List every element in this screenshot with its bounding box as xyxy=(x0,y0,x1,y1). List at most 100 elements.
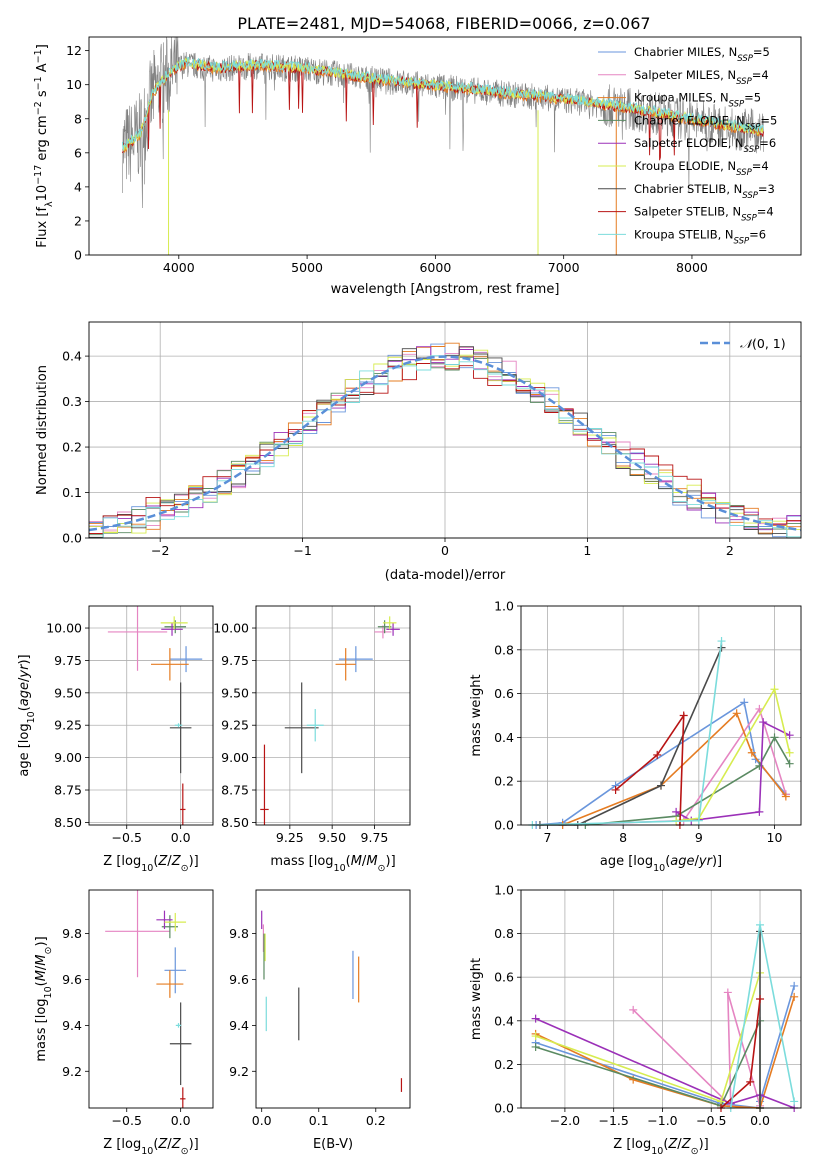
label-part: age [log xyxy=(600,854,653,869)
legend-label-sub: SSP xyxy=(744,145,760,155)
x-tick-label: 4000 xyxy=(163,260,195,275)
legend-label-suffix: =3 xyxy=(758,182,775,196)
x-axis-label: mass [log10(M/M⊙)] xyxy=(270,854,395,874)
legend-label-main: Kroupa MILES, N xyxy=(634,91,729,105)
label-part: mass [log xyxy=(34,998,49,1061)
label-part: E(B-V) xyxy=(313,1137,353,1152)
label-part: −1 xyxy=(33,49,44,63)
x-tick-label: 0.0 xyxy=(171,1113,191,1128)
x-tick-label: 9.75 xyxy=(361,830,389,845)
x-tick-label: 8 xyxy=(619,830,627,845)
y-tick-label: 10.00 xyxy=(213,621,249,636)
x-axis-label: wavelength [Angstrom, rest frame] xyxy=(331,282,560,297)
x-axis-label: Z [log10(Z/Z⊙)] xyxy=(103,854,198,874)
label-part: M xyxy=(366,854,377,869)
y-tick-label: 8 xyxy=(74,111,82,126)
y-tick-label: 9.75 xyxy=(54,653,82,668)
axes-frame xyxy=(88,321,802,539)
legend-label-suffix: =4 xyxy=(752,68,769,82)
y-tick-label: 9.4 xyxy=(229,1018,249,1033)
legend-label-main: Chabrier ELODIE, N xyxy=(634,113,745,127)
y-axis-label: Normed distribution xyxy=(35,365,50,495)
y-tick-label: 8.50 xyxy=(221,815,249,830)
weight-marker xyxy=(770,685,779,694)
label-part: yr xyxy=(17,663,32,679)
weight-line xyxy=(676,687,791,822)
label-part: ⊙ xyxy=(43,946,54,954)
weight-line xyxy=(615,712,685,826)
legend-label-sub: SSP xyxy=(745,122,761,132)
y-tick-label: 0.2 xyxy=(494,1057,514,1072)
y-tick-label: 9.00 xyxy=(54,750,82,765)
weight-marker xyxy=(781,792,790,801)
weight-marker xyxy=(756,995,765,1003)
label-part: M xyxy=(34,954,49,965)
y-tick-label: 0.0 xyxy=(494,818,514,833)
weight-line xyxy=(532,640,723,826)
label-part: )] xyxy=(712,854,722,869)
label-part: )] xyxy=(699,1137,709,1152)
legend-label-suffix: =5 xyxy=(760,113,777,127)
x-tick-label: 1 xyxy=(583,543,591,558)
mass-weight-vs-Z-panel: −2.0 −1.5 −1.0 −0.5 0.0 0.0 0.2 0.4 0.6 0.8 1.0 Z [… xyxy=(469,883,802,1157)
weight-marker xyxy=(732,709,741,718)
x-tick-label: 9.50 xyxy=(318,830,346,845)
x-tick-label: 0.0 xyxy=(252,1113,272,1128)
label-part: 10 xyxy=(43,986,54,998)
x-tick-label: 0.2 xyxy=(366,1113,386,1128)
label-part: −1 xyxy=(33,76,44,90)
y-tick-label: 0.4 xyxy=(494,730,514,745)
y-tick-label: 0.3 xyxy=(62,394,82,409)
label-part: ( xyxy=(346,854,351,869)
weight-marker xyxy=(694,816,703,825)
label-part: / xyxy=(34,965,49,970)
weight-marker xyxy=(785,731,794,740)
label-part: )] xyxy=(386,854,396,869)
legend-label-suffix: =6 xyxy=(749,227,766,241)
weight-line xyxy=(536,701,787,826)
label-part: / xyxy=(167,854,172,869)
y-tick-label: 8.75 xyxy=(54,783,82,798)
label-part: / xyxy=(362,854,367,869)
label-part: )] xyxy=(189,1137,199,1152)
x-tick-label: −0.5 xyxy=(112,1113,142,1128)
weight-marker xyxy=(746,1077,755,1086)
weight-marker xyxy=(785,759,794,768)
y-tick-label: 9.8 xyxy=(229,926,249,941)
label-part: )] xyxy=(189,854,199,869)
y-tick-label: 0.1 xyxy=(62,485,82,500)
spectrum-panel: 4000 5000 6000 7000 8000 0 2 4 6 8 10 12 wavelength … xyxy=(33,36,802,297)
y-axis-label: mass weight xyxy=(469,674,484,756)
x-tick-label: 0 xyxy=(441,543,449,558)
legend-label: Salpeter ELODIE, NSSP=6 xyxy=(634,136,776,155)
label-part: 10 xyxy=(26,711,37,723)
errorbar-group xyxy=(260,616,400,825)
label-part: −17 xyxy=(33,165,44,185)
y-tick-label: 9.4 xyxy=(62,1018,82,1033)
normal-curve xyxy=(88,355,802,532)
y-tick-label: 0.8 xyxy=(494,642,514,657)
y-tick-label: 6 xyxy=(74,145,82,160)
x-tick-label: 0.0 xyxy=(171,830,191,845)
histogram-step xyxy=(89,359,801,534)
label-part: Z [log xyxy=(103,854,141,869)
x-tick-label: −1.5 xyxy=(599,1113,629,1128)
errorbar-group xyxy=(105,890,192,1108)
label-part: )] xyxy=(17,654,32,664)
label-part: / xyxy=(17,677,32,682)
weight-marker xyxy=(653,750,662,759)
label-part: 10 xyxy=(141,1146,153,1157)
label-part: age xyxy=(17,682,32,706)
y-tick-label: 2 xyxy=(74,213,82,228)
label-part: / xyxy=(695,854,700,869)
age-vs-mass-panel: 9.25 9.50 9.75 8.50 8.75 9.00 9.25 9.50 9.75 10.0… xyxy=(213,605,411,874)
x-tick-label: −1 xyxy=(293,543,311,558)
x-tick-label: 8000 xyxy=(676,260,708,275)
weight-marker xyxy=(785,748,794,757)
y-tick-label: 12 xyxy=(66,43,82,58)
label-part: Z xyxy=(157,1137,168,1152)
axes-frame xyxy=(88,889,214,1109)
weight-marker xyxy=(790,992,799,1001)
